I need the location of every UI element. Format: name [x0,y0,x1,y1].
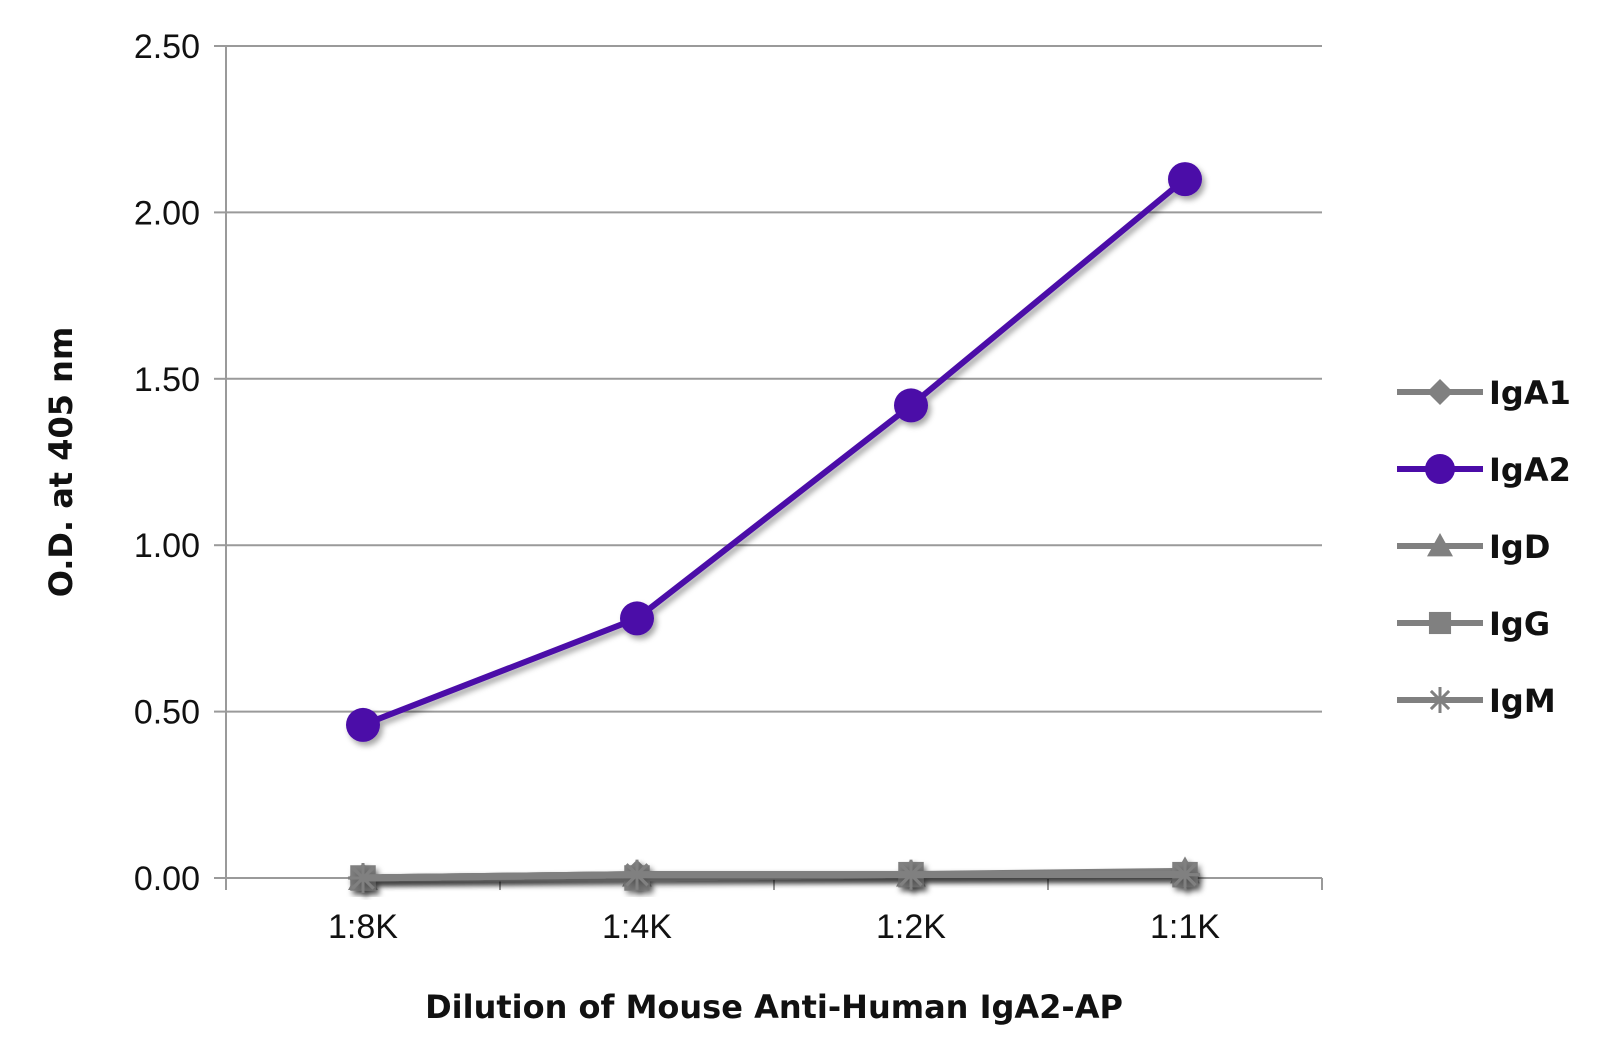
series-line-igm [362,871,1185,882]
star-stroke [1173,863,1197,887]
y-tick-label: 1.50 [134,361,200,399]
legend-label-igg: IgG [1489,605,1550,643]
legend-marker-iga2 [1425,454,1455,484]
star-stroke [1429,689,1451,711]
x-tick-label: 1:1K [1150,908,1220,946]
series-igm [348,859,1200,893]
y-tick-label: 2.00 [134,194,200,232]
star-stroke [625,863,649,887]
legend-item-iga2: IgA2 [1397,451,1571,489]
legend-item-igm: IgM [1397,682,1556,720]
y-tick-label: 0.00 [134,860,200,898]
legend-marker-iga1 [1427,379,1453,405]
data-point-igm [348,863,378,893]
gridlines [226,45,1322,713]
series [346,162,1202,893]
data-point-iga2 [894,388,928,423]
y-axis-title: O.D. at 405 nm [42,327,80,598]
data-point-igm [622,859,652,890]
x-axis-title: Dilution of Mouse Anti-Human IgA2-AP [425,988,1123,1026]
y-tick-label: 1.00 [134,527,200,565]
x-tick-label: 1:8K [328,908,398,946]
data-point-iga2 [1168,162,1202,197]
axes: 0.00 0.50 1.00 1.50 2.00 2.50 1:8K 1:4K 1:2K 1:1K [134,28,1323,946]
legend-item-igg: IgG [1397,605,1550,643]
legend-item-igd: IgD [1397,528,1550,566]
data-point-iga2 [620,601,654,636]
x-tick-label: 1:2K [876,908,946,946]
legend-label-igm: IgM [1489,682,1556,720]
x-tick-label: 1:4K [602,908,672,946]
y-tick-label: 0.50 [134,694,200,732]
legend-marker-igd [1427,533,1453,557]
legend-label-igd: IgD [1489,528,1550,566]
star-stroke [899,863,923,887]
series-iga2 [346,162,1202,742]
data-point-igm [896,859,926,890]
legend-marker-igg [1428,611,1452,635]
data-point-iga2 [346,707,380,742]
star-stroke [351,866,375,890]
legend-label-iga1: IgA1 [1489,374,1571,412]
legend-marker-igm [1427,687,1453,713]
legend-item-iga1: IgA1 [1397,374,1571,412]
legend-label-iga2: IgA2 [1489,451,1571,489]
series-line-iga2 [361,176,1187,728]
data-point-igm [1170,859,1200,890]
legend: IgA1 IgA2 IgD IgG IgM [1397,374,1571,720]
y-tick-label: 2.50 [134,28,200,66]
